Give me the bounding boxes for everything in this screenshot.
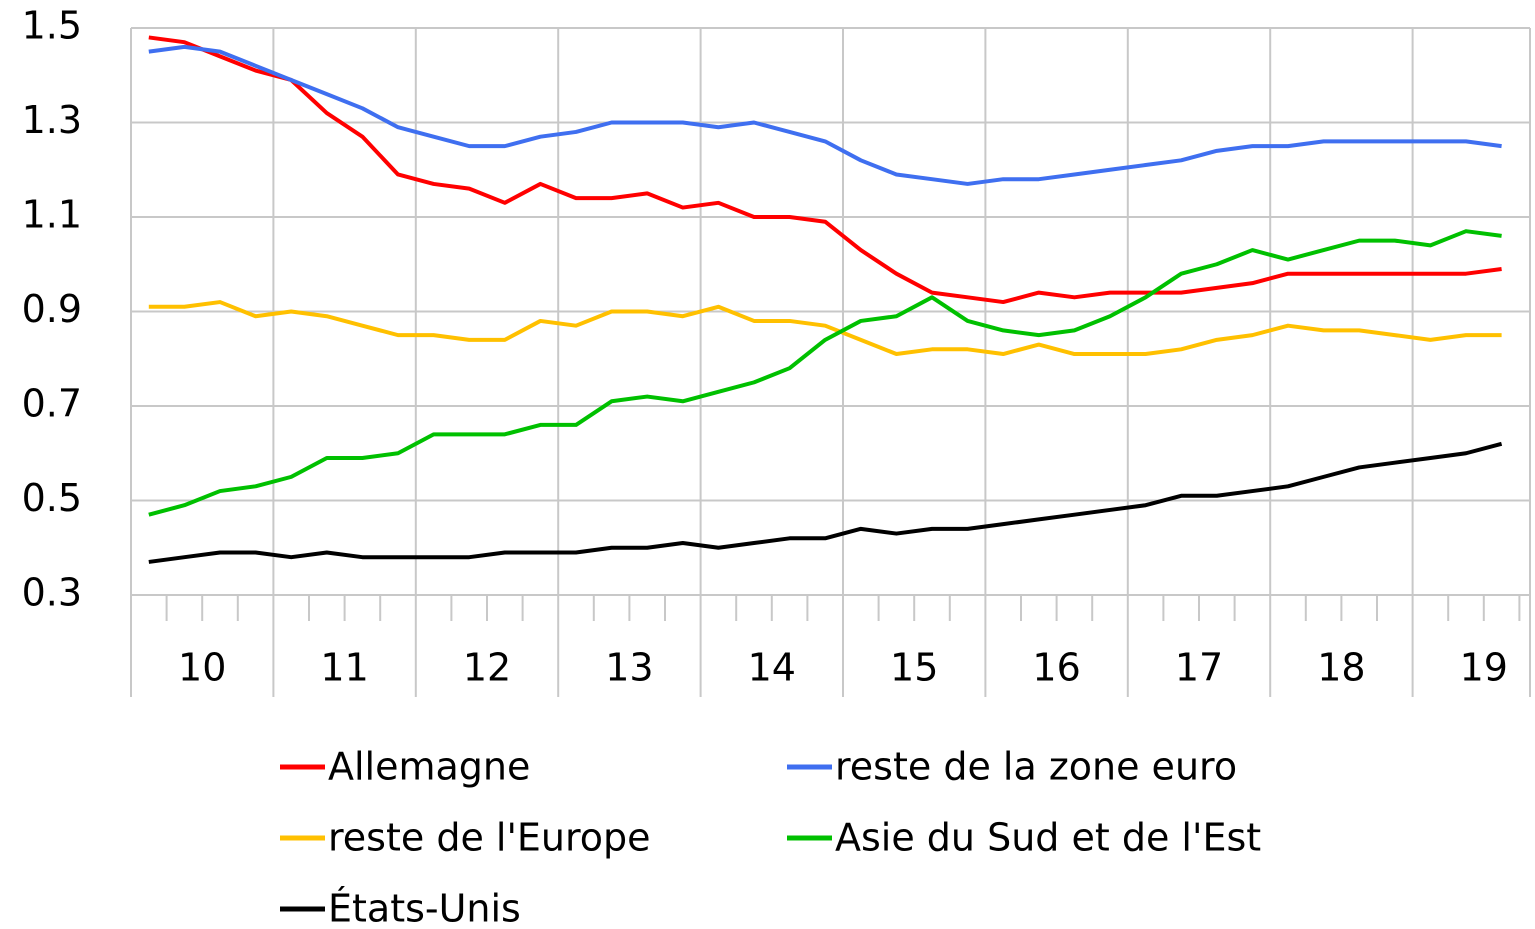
series-line bbox=[148, 35, 1502, 305]
y-tick-label: 0.5 bbox=[22, 476, 82, 520]
legend-label: reste de l'Europe bbox=[328, 816, 651, 860]
x-tick-label: 11 bbox=[320, 646, 368, 690]
y-tick-label: 1.3 bbox=[22, 98, 82, 142]
y-tick-label: 0.7 bbox=[22, 382, 82, 426]
x-tick-label: 14 bbox=[748, 646, 796, 690]
legend-label: Allemagne bbox=[328, 745, 530, 789]
series-line bbox=[148, 229, 1502, 517]
legend-label: Asie du Sud et de l'Est bbox=[835, 816, 1261, 860]
legend-label: États-Unis bbox=[328, 887, 521, 929]
x-tick-label: 15 bbox=[890, 646, 938, 690]
x-tick-label: 19 bbox=[1460, 646, 1508, 690]
y-tick-label: 0.9 bbox=[22, 287, 82, 331]
x-tick-label: 17 bbox=[1175, 646, 1223, 690]
x-tick-label: 18 bbox=[1317, 646, 1365, 690]
y-tick-label: 1.5 bbox=[22, 4, 82, 48]
x-tick-label: 10 bbox=[178, 646, 226, 690]
y-tick-label: 0.3 bbox=[22, 571, 82, 615]
y-tick-label: 1.1 bbox=[22, 193, 82, 237]
series-line bbox=[148, 441, 1503, 564]
series-line bbox=[148, 300, 1502, 357]
x-tick-label: 12 bbox=[463, 646, 511, 690]
x-tick-label: 13 bbox=[605, 646, 653, 690]
x-tick-label: 16 bbox=[1032, 646, 1080, 690]
series-line bbox=[148, 44, 1502, 186]
legend-label: reste de la zone euro bbox=[835, 745, 1237, 789]
